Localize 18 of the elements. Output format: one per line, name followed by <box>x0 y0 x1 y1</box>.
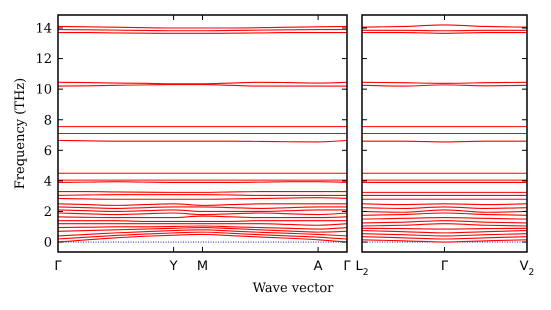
y-tick-label: 4 <box>44 174 52 190</box>
x-tick-label: Γ <box>440 259 449 274</box>
x-axis-title: Wave vector <box>252 281 334 296</box>
y-tick-label: 10 <box>35 82 52 98</box>
y-tick-label: 8 <box>44 113 52 128</box>
x-tick-label: A <box>314 259 323 274</box>
y-tick-label: 2 <box>44 205 52 220</box>
y-axis-title: Frequency (THz) <box>13 78 28 190</box>
x-tick-label: Γ <box>343 259 352 274</box>
x-tick-label: L$_{2}$ <box>355 259 369 278</box>
x-tick-label: Y <box>168 259 178 274</box>
y-tick-label: 14 <box>35 22 52 37</box>
x-tick-label: M <box>196 259 208 274</box>
x-tick-label: V$_{2}$ <box>520 259 534 278</box>
x-tick-label: Γ <box>54 259 62 274</box>
y-tick-label: 6 <box>44 144 52 159</box>
y-tick-label: 12 <box>35 52 52 68</box>
y-tick-label: 0 <box>44 236 52 251</box>
